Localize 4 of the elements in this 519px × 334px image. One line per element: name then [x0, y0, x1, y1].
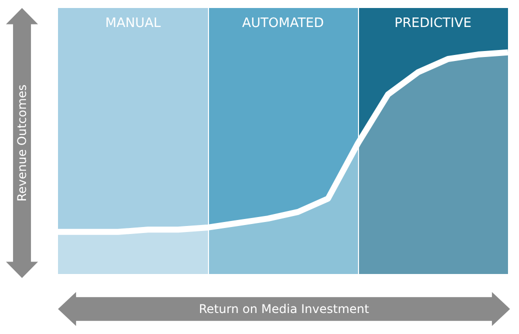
text: PREDICTIVE [394, 16, 472, 31]
text: AUTOMATED [241, 16, 325, 31]
text: MANUAL [104, 16, 162, 31]
y-axis-title: Revenue Outcomes [15, 84, 29, 202]
